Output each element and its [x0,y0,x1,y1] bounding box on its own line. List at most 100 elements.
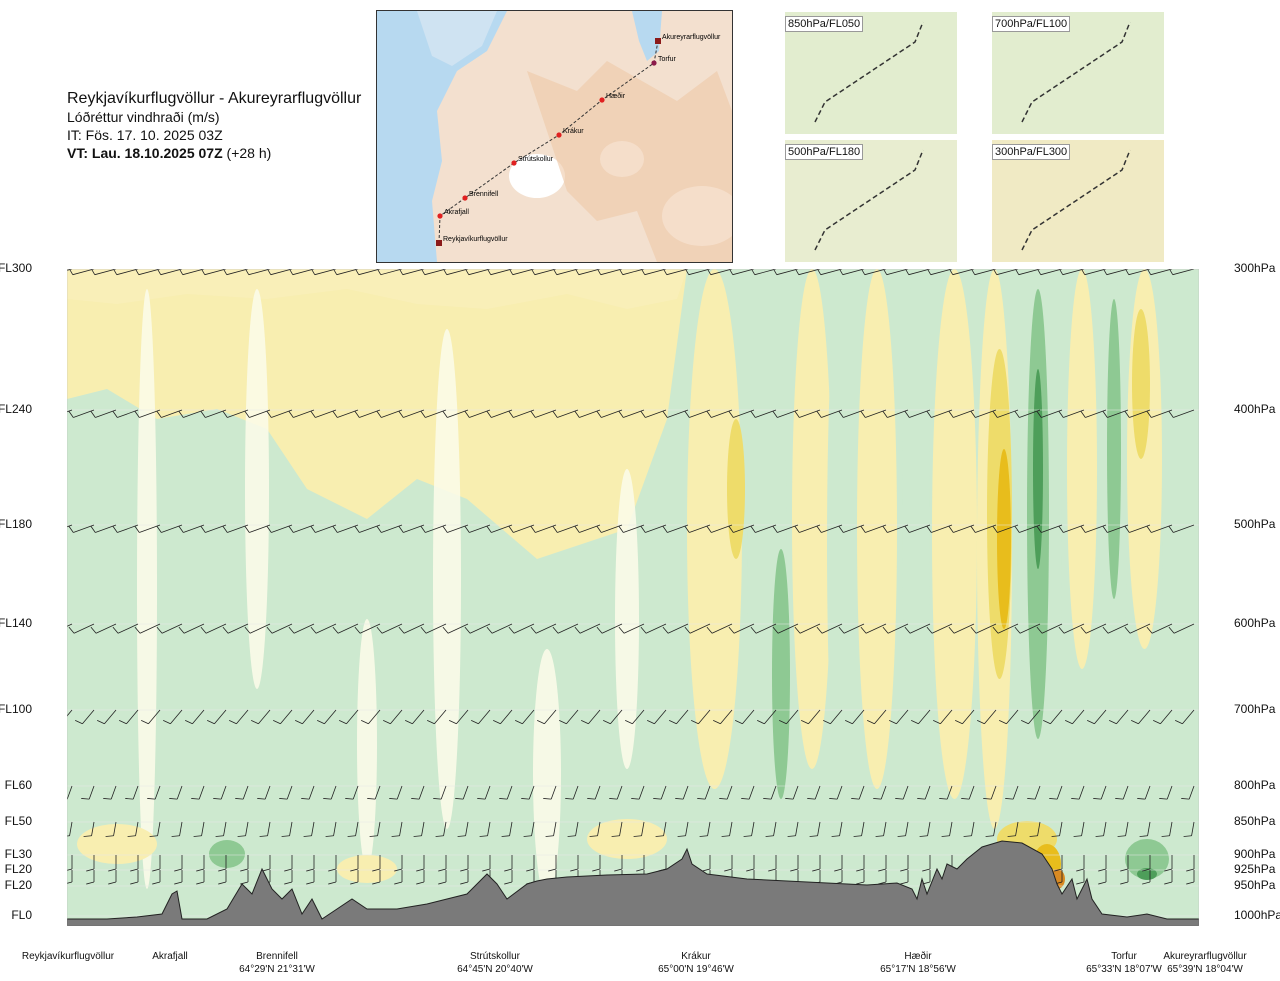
region-top-band [67,269,687,309]
vertical-motion-band [1132,309,1150,459]
wind-barb [961,785,975,800]
wind-barb [812,855,821,872]
pressure-level-label: 850hPa [1234,814,1276,828]
wind-barb [895,785,909,800]
wind-barb [281,821,293,837]
map-highlands [527,61,732,262]
flight-level-label: FL20 [4,878,32,892]
wind-barb [878,855,887,872]
flight-level-label: FL0 [11,908,32,922]
route-point-coords: 65°39'N 18°04'W [1167,964,1243,975]
wind-barb [917,785,931,800]
flight-level-label: FL140 [0,616,32,630]
wind-barb [589,821,601,837]
wind-barb [970,623,997,634]
wind-barb [790,855,799,872]
wind-barb [325,821,337,837]
flight-level-label: FL30 [4,847,32,861]
wind-barb [609,785,623,800]
low-level-cell [209,840,245,868]
wind-barb [706,623,733,634]
wind-barb [222,623,249,634]
wind-barb [807,785,821,800]
wind-barb [257,785,271,800]
wind-barb [567,821,579,837]
wind-barb [545,821,557,837]
wind-barb [284,855,293,872]
wind-barb [794,623,821,634]
wind-barb [662,623,689,634]
wind-barb [306,855,315,872]
vertical-motion-band [792,269,832,769]
wind-barb [259,821,271,837]
neutral-band-0 [137,289,157,889]
panel-500-svg [785,140,957,262]
neutral-band-5 [533,649,561,899]
map-waypoint-label: Brennifell [469,191,499,198]
wind-barb [479,821,491,837]
issue-time: IT: Fös. 17. 10. 2025 03Z [67,127,223,143]
wind-barb [922,855,931,872]
wind-barb [420,623,447,634]
wind-barb [345,785,359,800]
map-waypoint-marker [436,240,442,246]
wind-barb [831,821,843,837]
wind-barb [383,709,403,725]
wind-barb [471,709,491,725]
wind-barb [251,709,271,725]
panel-850-svg [785,12,957,134]
pressure-level-label: 1000hPa [1234,908,1280,922]
route-point-coords: 64°29'N 21°31'W [239,964,315,975]
map-waypoint-marker [651,60,657,66]
route-point-label: Torfur 65°33'N 18°07'W [1069,950,1179,976]
wind-barb [350,870,359,885]
wind-barb [757,709,777,725]
vertical-motion-band [827,269,857,819]
wind-barb [856,855,865,872]
wind-barb [1058,623,1085,634]
wind-barb [746,855,755,872]
wind-barb [647,709,667,725]
wind-barb [244,623,271,634]
wind-barb [750,623,777,634]
wind-barb [504,870,513,885]
wind-barb [442,623,469,634]
route-point-label: Akrafjall [115,950,225,963]
wind-barb [1029,821,1041,837]
wind-barb [482,855,491,872]
vertical-motion-band [1107,299,1121,599]
wind-barb [1183,821,1195,837]
wind-barb [119,709,139,725]
panel-700-svg [992,12,1164,134]
wind-barb [1073,821,1085,837]
wind-barb [394,870,403,885]
wind-barb [911,709,931,725]
wind-barb [75,709,95,725]
wind-barb [1120,855,1129,872]
vertical-motion-band [902,269,930,769]
wind-barb [90,623,117,634]
low-level-cell [1137,868,1157,880]
wind-barb [438,870,447,885]
wind-barb [1161,821,1173,837]
wind-barb [860,623,887,634]
wind-barb [229,709,249,725]
panel-label: 850hPa/FL050 [785,16,864,32]
wind-barb [719,785,733,800]
wind-barb [587,785,601,800]
vertical-motion-band [1033,369,1043,569]
wind-barb [779,709,799,725]
map-bay [417,11,497,66]
wind-barb [369,821,381,837]
wind-barb [1181,785,1195,800]
wind-barb [592,855,601,872]
wind-barb [1153,709,1173,725]
wind-barb [763,785,777,800]
wind-barb [339,709,359,725]
wind-barb [521,785,535,800]
panel-850: 850hPa/FL050 [785,12,957,134]
route-point-label: Akureyrarflugvöllur 65°39'N 18°04'W [1150,950,1260,976]
wind-barb [1109,709,1129,725]
wind-barb [801,709,821,725]
wind-barb [323,785,337,800]
